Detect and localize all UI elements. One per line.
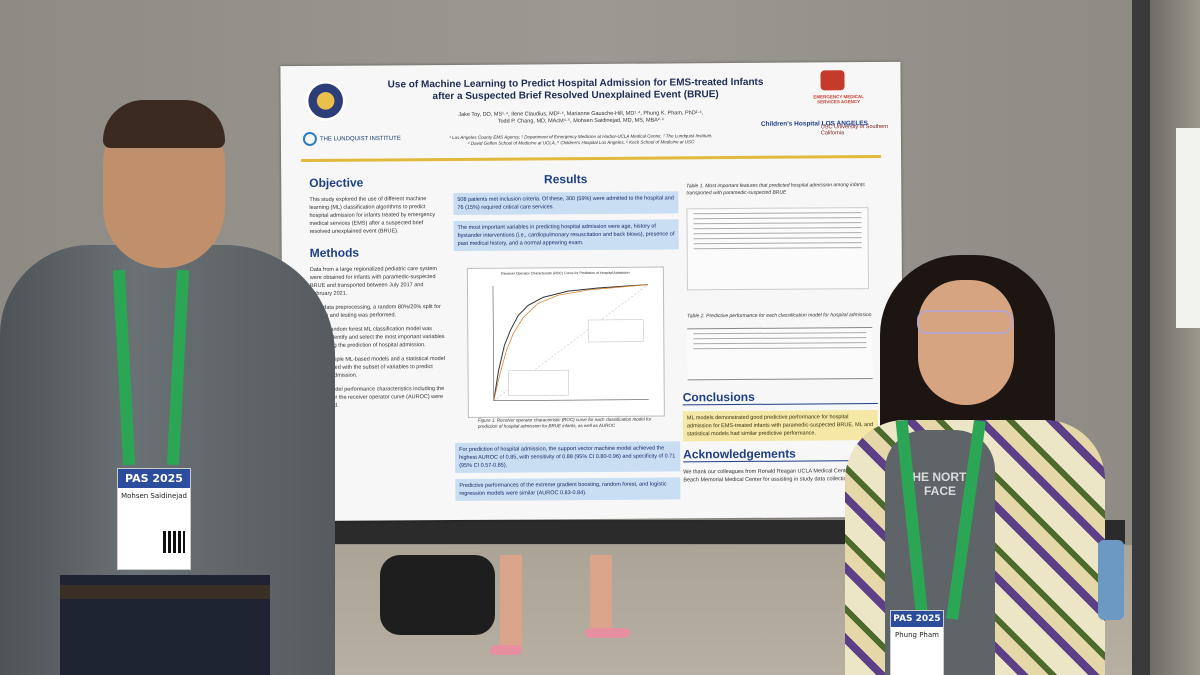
lundquist-ring-icon: [302, 131, 317, 147]
results-summary-box: 508 patients met inclusion criteria. Of …: [453, 191, 679, 215]
table1-row: [693, 247, 862, 250]
table1-row: [693, 222, 862, 225]
roc-x-axis: [493, 399, 649, 401]
background-person-leg: [590, 555, 612, 630]
right-wall: [1150, 0, 1200, 675]
table1-row: [693, 217, 862, 220]
woman-face: [918, 280, 1014, 405]
table1: [686, 207, 869, 291]
badge-name: Mohsen Saidinejad: [121, 492, 187, 500]
methods-paragraph: After data preprocessing, a random 80%/2…: [310, 304, 441, 319]
poster-title: Use of Machine Learning to Predict Hospi…: [387, 76, 764, 103]
conclusions-box: ML models demonstrated good predictive p…: [682, 410, 879, 442]
glasses: [917, 310, 1013, 334]
results-variables-box: The most important variables in predicti…: [453, 219, 679, 251]
roc-curve-plot: [492, 284, 649, 401]
methods-paragraph: Data from a large regionalized pediatric…: [309, 266, 438, 297]
figure1-caption: Figure 1. Receiver operator characterist…: [477, 416, 652, 429]
board-pole: [1132, 0, 1150, 675]
roc-curve-svm: [493, 284, 648, 401]
roc-curve-xgboost: [493, 284, 648, 401]
table2-row: [693, 332, 867, 335]
poster-authors: Jake Toy, DO, MS¹·⁴, Ilene Claudius, MD²…: [458, 110, 704, 125]
results-lower: For prediction of hospital admission, th…: [455, 441, 681, 507]
woman-name-badge: PAS 2025 Phung Pham: [890, 610, 944, 675]
objective-text: This study explored the use of different…: [309, 196, 436, 235]
ems-agency-label: EMERGENCY MEDICAL SERVICES AGENCY: [813, 94, 864, 105]
objective-heading: Objective: [309, 175, 364, 190]
usc-logo: USC University of Southern California: [820, 123, 889, 137]
poster-affiliations: ¹ Los Angeles County EMS Agency, ² Depar…: [449, 133, 713, 146]
background-person-leg: [500, 555, 522, 650]
methods-heading: Methods: [309, 245, 360, 260]
ems-agency-logo: [820, 70, 845, 91]
results-comparison-box: Predictive performances of the extreme g…: [455, 477, 681, 501]
table2-caption: Table 2. Predictive performance for each…: [687, 312, 872, 320]
badge-event-label: PAS 2025: [118, 469, 190, 488]
roc-auroc-box: [508, 369, 569, 396]
man-name-badge: PAS 2025 Mohsen Saidinejad: [117, 468, 191, 570]
badge-event-label: PAS 2025: [891, 611, 943, 627]
background-sign: [1176, 128, 1200, 328]
table1-row: [693, 232, 862, 235]
qr-code-icon: [163, 531, 185, 553]
man-hair: [103, 100, 225, 148]
table2-row: [693, 342, 867, 345]
results-svm-box: For prediction of hospital admission, th…: [455, 441, 681, 473]
results-column: Results 508 patients met inclusion crite…: [453, 171, 679, 257]
table1-row: [693, 242, 862, 245]
table2: [687, 327, 873, 381]
roc-figure: Receiver Operator Characteristic (ROC) C…: [466, 266, 665, 418]
roc-y-axis: [492, 285, 495, 401]
tshirt-logo-text: THE NORTH FACE: [905, 470, 975, 498]
sandal: [585, 628, 630, 638]
water-bottle: [1098, 540, 1124, 620]
table2-row: [693, 337, 867, 340]
man-belt: [60, 585, 270, 599]
harbor-ucla-logo: [305, 80, 346, 121]
results-heading: Results: [543, 172, 588, 187]
sandal: [490, 645, 522, 655]
badge-name: Phung Pham: [895, 631, 939, 639]
table2-row: [693, 347, 867, 350]
lundquist-logo: THE LUNDQUIST INSTITUTE: [302, 131, 401, 147]
roc-legend: [587, 319, 644, 343]
poster-header: THE LUNDQUIST INSTITUTE Use of Machine L…: [280, 62, 901, 158]
table1-row: [693, 212, 862, 215]
table1-row: [693, 227, 862, 230]
table1-caption: Table 1. Most important features that pr…: [686, 182, 865, 197]
conclusions-heading: Conclusions: [682, 389, 878, 406]
research-poster: THE LUNDQUIST INSTITUTE Use of Machine L…: [280, 61, 904, 522]
table1-row: [693, 237, 862, 240]
background-person-skirt: [380, 555, 495, 635]
